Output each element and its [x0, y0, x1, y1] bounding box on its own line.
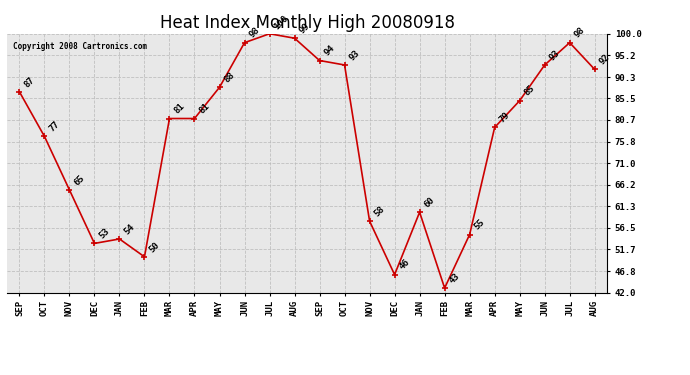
Text: 60: 60 [422, 195, 436, 209]
Text: 65: 65 [72, 173, 86, 187]
Text: 94: 94 [322, 44, 336, 58]
Text: 53: 53 [97, 226, 111, 241]
Text: 98: 98 [573, 26, 586, 40]
Text: 58: 58 [373, 204, 386, 218]
Text: 50: 50 [147, 240, 161, 254]
Text: 77: 77 [47, 120, 61, 134]
Text: Copyright 2008 Cartronics.com: Copyright 2008 Cartronics.com [13, 42, 147, 51]
Text: 54: 54 [122, 222, 136, 236]
Text: 55: 55 [473, 218, 486, 232]
Text: 92: 92 [598, 53, 611, 67]
Title: Heat Index Monthly High 20080918: Heat Index Monthly High 20080918 [159, 14, 455, 32]
Text: 46: 46 [397, 258, 411, 272]
Text: 43: 43 [447, 271, 462, 285]
Text: 81: 81 [197, 102, 211, 116]
Text: 98: 98 [247, 26, 262, 40]
Text: 93: 93 [347, 48, 362, 62]
Text: 79: 79 [497, 111, 511, 125]
Text: 100: 100 [273, 13, 290, 31]
Text: 93: 93 [547, 48, 562, 62]
Text: 81: 81 [172, 102, 186, 116]
Text: 87: 87 [22, 75, 36, 89]
Text: 99: 99 [297, 21, 311, 35]
Text: 88: 88 [222, 70, 236, 84]
Text: 85: 85 [522, 84, 536, 98]
